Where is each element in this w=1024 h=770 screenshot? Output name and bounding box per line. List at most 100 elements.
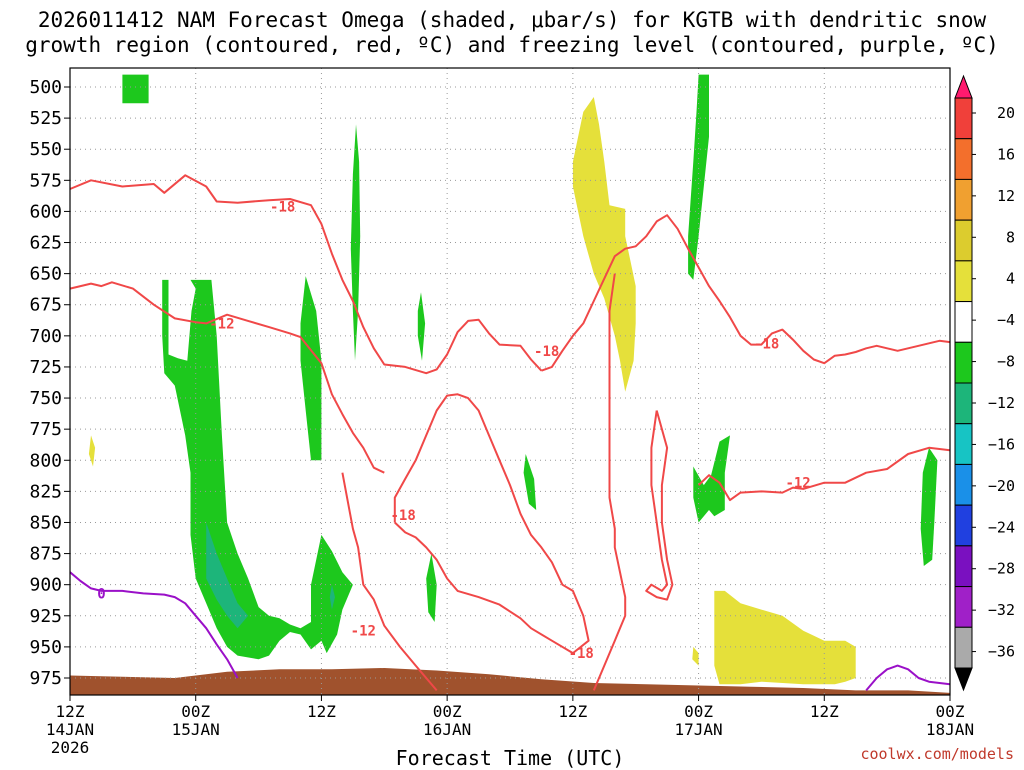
colorbar-label-6: −8 — [997, 353, 1015, 371]
shade-green-01Z-mid — [693, 435, 730, 523]
ytick-label-700: 700 — [29, 326, 62, 347]
ytick-label-575: 575 — [29, 170, 62, 191]
contour-label-1: -12 — [209, 316, 234, 332]
colorbar-label-11: −28 — [988, 560, 1015, 578]
contour--18C-middle — [541, 214, 951, 372]
colorbar-segment-12 — [954, 545, 973, 588]
colorbar-label-10: −24 — [988, 518, 1015, 536]
colorbar-segment-8 — [954, 382, 973, 425]
colorbar-segment-9 — [954, 423, 973, 465]
xtick-label-36-0: 00Z — [433, 702, 462, 721]
ytick-label-625: 625 — [29, 233, 62, 254]
shade-teal-core — [206, 522, 249, 629]
chart-title: 2026011412 NAM Forecast Omega (shaded, μ… — [0, 8, 1024, 58]
colorbar-segment-4 — [954, 219, 973, 262]
ytick-label-750: 750 — [29, 388, 62, 409]
title-line-2: growth region (contoured, red, ºC) and f… — [25, 33, 999, 57]
contour-label-2: -18 — [534, 344, 559, 360]
ytick-label-825: 825 — [29, 481, 62, 502]
shade-green-23Z — [426, 553, 437, 622]
omega-shading — [70, 74, 950, 695]
xtick-label-36-1: 16JAN — [423, 720, 471, 739]
contour-label-5: -18 — [390, 508, 415, 524]
colorbar-segment-7 — [954, 341, 973, 384]
xtick-label-12-1: 15JAN — [172, 720, 220, 739]
ytick-label-500: 500 — [29, 77, 62, 98]
shade-yellow-lower — [714, 590, 856, 685]
contour-label-6: -12 — [351, 624, 376, 640]
colorbar-label-9: −20 — [988, 477, 1015, 495]
colorbar-bottom-arrow — [954, 667, 973, 692]
colorbar-label-8: −16 — [988, 435, 1015, 453]
shade-green-left-top — [122, 74, 149, 104]
ytick-label-950: 950 — [29, 637, 62, 658]
colorbar-label-12: −32 — [988, 601, 1015, 619]
contour--18C-lower-loop — [341, 472, 438, 692]
colorbar-label-0: 20 — [997, 104, 1015, 122]
colorbar-top-arrow — [954, 74, 973, 99]
ytick-label-900: 900 — [29, 575, 62, 596]
shade-green-11Z-column — [300, 276, 322, 461]
xtick-label-0-0: 12Z — [56, 702, 85, 721]
colorbar-segment-5 — [954, 260, 973, 303]
colorbar-label-1: 16 — [997, 145, 1015, 163]
contour-freezing-level — [69, 571, 239, 679]
contour-label-4: -12 — [785, 476, 810, 492]
ytick-label-875: 875 — [29, 544, 62, 565]
colorbar-segment-11 — [954, 504, 973, 547]
ytick-label-725: 725 — [29, 357, 62, 378]
ytick-label-650: 650 — [29, 264, 62, 285]
shade-yellow-small-left — [88, 435, 96, 467]
xtick-label-0-1: 14JAN — [46, 720, 94, 739]
contour-label-8: 0 — [97, 586, 105, 602]
ytick-label-525: 525 — [29, 108, 62, 129]
colorbar-label-5: −4 — [997, 311, 1015, 329]
xtick-label-84-1: 18JAN — [926, 720, 974, 739]
title-line-1: 2026011412 NAM Forecast Omega (shaded, μ… — [37, 8, 987, 32]
shade-yellow-top — [572, 97, 636, 392]
ytick-label-550: 550 — [29, 139, 62, 160]
contour--18C-right-loop — [645, 410, 674, 601]
xtick-label-0-2: 2026 — [51, 738, 90, 757]
colorbar-segment-3 — [954, 178, 973, 221]
colorbar-segment-14 — [954, 626, 973, 669]
xtick-label-60-0: 00Z — [684, 702, 713, 721]
contour--18C-upper — [69, 174, 543, 375]
temperature-contours — [69, 174, 951, 692]
xtick-label-12-0: 00Z — [181, 702, 210, 721]
contour-label-3: -18 — [754, 336, 779, 352]
colorbar-segment-6 — [954, 301, 973, 343]
contour--18C-descending — [592, 273, 627, 691]
colorbar-label-2: 12 — [997, 187, 1015, 205]
colorbar-label-3: 8 — [1006, 228, 1015, 246]
shade-green-00Z-top — [688, 74, 709, 280]
contour-label-7: -18 — [569, 646, 594, 662]
colorbar-segment-1 — [954, 97, 973, 140]
ytick-label-850: 850 — [29, 512, 62, 533]
colorbar-label-4: 4 — [1006, 270, 1015, 288]
colorbar-label-13: −36 — [988, 643, 1015, 661]
ytick-label-775: 775 — [29, 419, 62, 440]
contour-freezing-level-right — [865, 664, 951, 692]
shade-yellow-small-00Z — [692, 646, 699, 666]
shade-ground — [70, 668, 950, 695]
credit-text: coolwx.com/models — [860, 745, 1014, 763]
contour-label-0: -18 — [270, 199, 295, 215]
shade-green-right — [920, 447, 938, 566]
xtick-label-24-0: 12Z — [307, 702, 336, 721]
shade-green-06Z-16jan — [523, 454, 537, 510]
colorbar: 20 16 12 8 4 −4 −8 −12 −16 −20 −24 −28 −32 −36 — [954, 74, 1015, 692]
xtick-label-72-0: 12Z — [810, 702, 839, 721]
ytick-label-800: 800 — [29, 450, 62, 471]
contour--12C-lower-right — [697, 446, 951, 502]
x-axis-label: Forecast Time (UTC) — [395, 746, 625, 770]
ytick-label-925: 925 — [29, 606, 62, 627]
shade-green-big — [162, 279, 322, 660]
ytick-label-975: 975 — [29, 668, 62, 689]
contour--12C-upper — [69, 281, 385, 474]
contour--18C-inner-loop — [393, 393, 590, 655]
y-axis-ticks: 500 525 550 575 600 625 650 675 700 725 750 775 800 8… — [29, 77, 70, 689]
ytick-label-600: 600 — [29, 201, 62, 222]
